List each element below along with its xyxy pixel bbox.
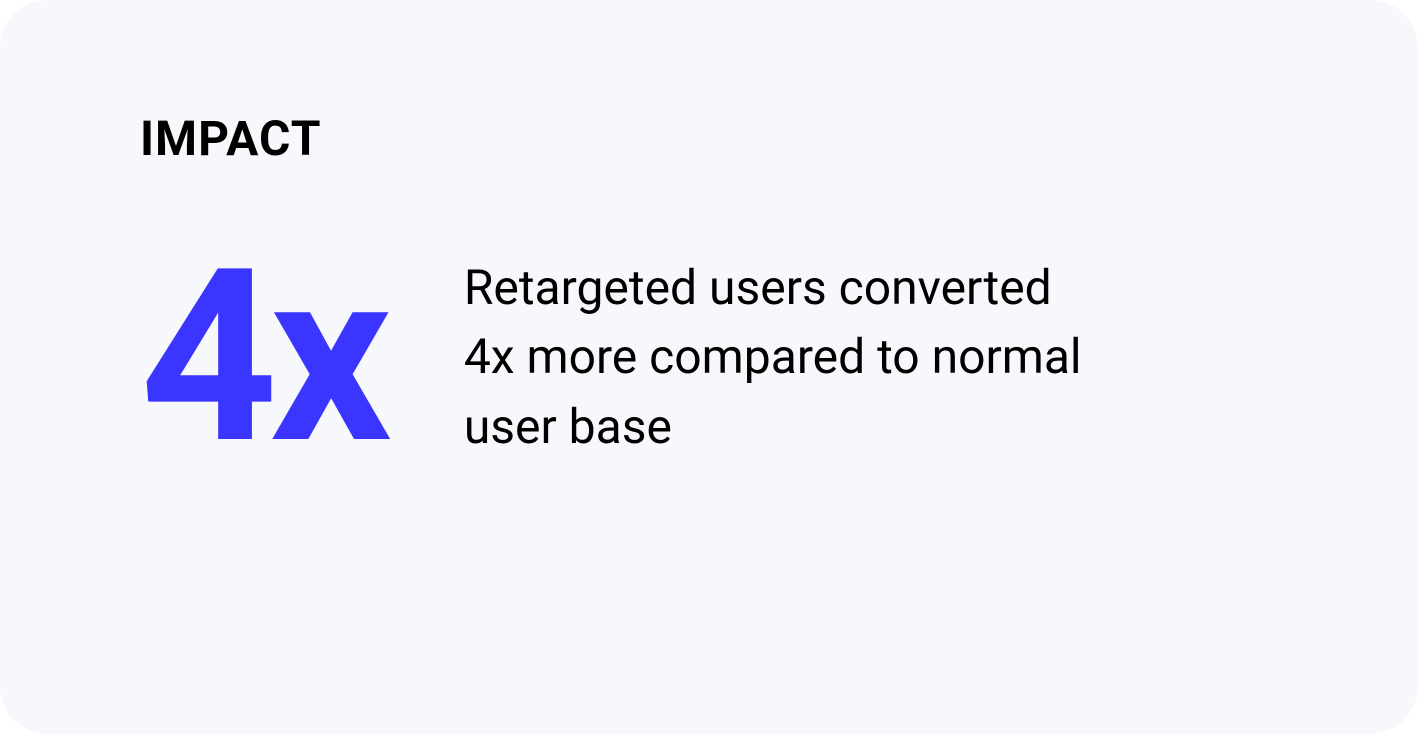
card-content-row: 4x Retargeted users converted 4x more co… bbox=[140, 237, 1278, 477]
impact-card: IMPACT 4x Retargeted users converted 4x … bbox=[0, 0, 1418, 734]
stat-description: Retargeted users converted 4x more compa… bbox=[464, 253, 1084, 462]
stat-value: 4x bbox=[140, 237, 384, 477]
card-heading: IMPACT bbox=[140, 110, 1278, 167]
